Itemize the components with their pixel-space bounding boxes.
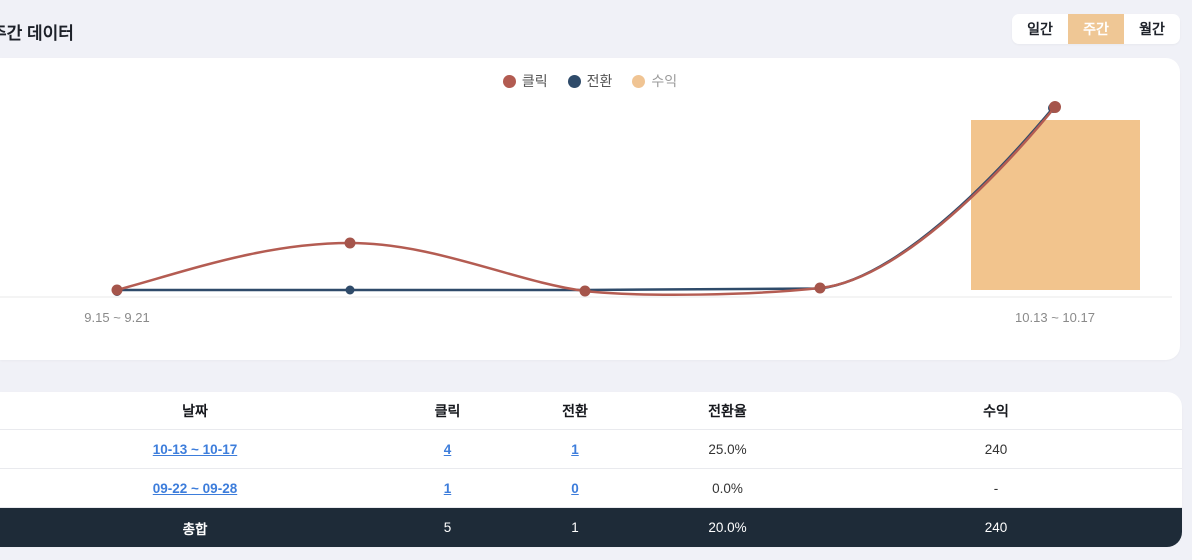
header-conversions: 전환 [562, 402, 588, 419]
legend-label-conversions: 전환 [586, 73, 613, 89]
period-tab-group: 일간 주간 월간 [1012, 14, 1180, 44]
legend-item-conversions[interactable]: 전환 [567, 71, 613, 91]
legend-label-clicks: 클릭 [521, 73, 548, 89]
clicks-link[interactable]: 4 [443, 441, 452, 457]
conversions-points[interactable] [112, 103, 1059, 296]
weekly-data-table: 날짜 클릭 전환 전환율 수익 10-13 ~ 10-17 4 1 25.0% … [0, 392, 1182, 547]
cvr-value: 25.0% [708, 441, 747, 457]
total-conversions: 1 [571, 520, 579, 535]
clicks-points[interactable] [111, 101, 1062, 297]
clicks-line [116, 106, 1056, 297]
header-clicks: 클릭 [434, 402, 461, 419]
header-revenue: 수익 [983, 402, 1009, 419]
x-axis-label-last-week: 10.13 ~ 10.17 [1015, 310, 1095, 325]
conversions-line [117, 104, 1056, 292]
table-row: 10-13 ~ 10-17 4 1 25.0% 240 [0, 430, 1182, 469]
tab-monthly[interactable]: 월간 [1139, 21, 1165, 37]
tab-weekly[interactable]: 주간 [1068, 14, 1124, 44]
revenue-value: - [993, 480, 999, 496]
clicks-legend-dot-icon [502, 74, 516, 88]
revenue-value: 240 [984, 441, 1008, 457]
cvr-value: 0.0% [712, 480, 743, 496]
revenue-legend-dot-icon [632, 74, 646, 88]
total-revenue: 240 [984, 520, 1008, 535]
total-cvr: 20.0% [708, 520, 747, 535]
weekly-chart-card: 클릭 전환 수익 [0, 58, 1180, 360]
date-range-link[interactable]: 09-22 ~ 09-28 [152, 480, 238, 496]
table-row: 09-22 ~ 09-28 1 0 0.0% - [0, 469, 1182, 508]
tab-daily[interactable]: 일간 [1027, 21, 1053, 37]
table-header-row: 날짜 클릭 전환 전환율 수익 [0, 392, 1182, 430]
conversions-link[interactable]: 1 [571, 441, 579, 457]
x-axis-label-first-week: 9.15 ~ 9.21 [84, 310, 150, 325]
legend-item-revenue[interactable]: 수익 [632, 71, 677, 91]
header-date: 날짜 [182, 402, 208, 419]
clicks-link[interactable]: 1 [443, 480, 452, 496]
legend-item-clicks[interactable]: 클릭 [502, 71, 548, 91]
legend-label-revenue: 수익 [651, 73, 678, 89]
total-label: 총합 [182, 521, 208, 537]
header-cvr: 전환율 [708, 402, 747, 419]
chart-legend: 클릭 전환 수익 [0, 71, 1180, 91]
total-clicks: 5 [443, 520, 452, 535]
date-range-link[interactable]: 10-13 ~ 10-17 [152, 441, 238, 457]
conversions-link[interactable]: 0 [571, 480, 579, 496]
page-title: 주간 데이터 [0, 24, 74, 43]
conversions-legend-dot-icon [567, 74, 581, 88]
revenue-bar[interactable] [971, 120, 1140, 290]
weekly-chart [0, 101, 1172, 298]
table-total-row: 총합 5 1 20.0% 240 [0, 508, 1182, 547]
